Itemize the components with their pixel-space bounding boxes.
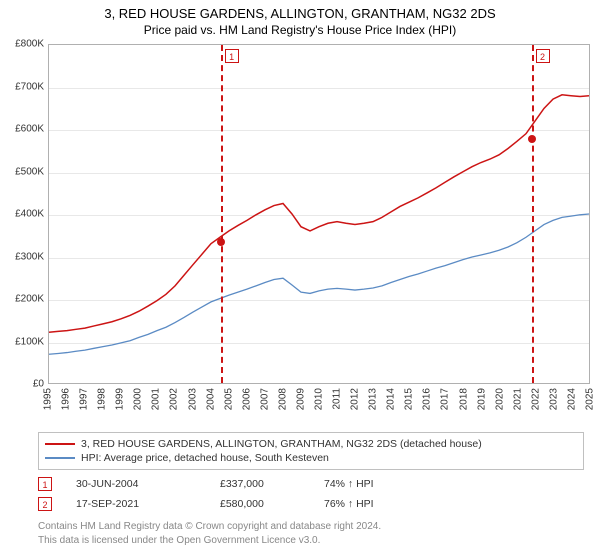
x-tick-label: 2003	[187, 388, 198, 410]
plot-area: 12	[48, 44, 590, 384]
event-price-1: £337,000	[220, 478, 300, 490]
chart-container: 3, RED HOUSE GARDENS, ALLINGTON, GRANTHA…	[0, 0, 600, 560]
x-tick-label: 2011	[332, 388, 343, 410]
x-tick-label: 1995	[43, 388, 54, 410]
event-dot-2	[528, 135, 536, 143]
x-tick-label: 2018	[458, 388, 469, 410]
line-series-svg	[49, 45, 589, 383]
x-tick-label: 2000	[133, 388, 144, 410]
series-line-hpi	[49, 214, 589, 354]
x-tick-label: 2015	[404, 388, 415, 410]
x-tick-label: 2012	[350, 388, 361, 410]
event-vline-1	[221, 45, 223, 383]
chart-area: 12 £0£100K£200K£300K£400K£500K£600K£700K…	[0, 44, 600, 420]
x-tick-label: 2013	[368, 388, 379, 410]
x-tick-label: 2005	[223, 388, 234, 410]
title-block: 3, RED HOUSE GARDENS, ALLINGTON, GRANTHA…	[0, 0, 600, 38]
x-tick-label: 2007	[259, 388, 270, 410]
x-tick-label: 2017	[440, 388, 451, 410]
legend-swatch-series2	[45, 457, 75, 459]
event-marker-badge-2: 2	[536, 49, 550, 63]
y-tick-label: £0	[0, 379, 44, 390]
event-vline-2	[532, 45, 534, 383]
event-price-2: £580,000	[220, 498, 300, 510]
event-badge-1: 1	[38, 477, 52, 491]
legend-label-series2: HPI: Average price, detached house, Sout…	[81, 452, 329, 464]
x-tick-label: 2016	[422, 388, 433, 410]
event-date-1: 30-JUN-2004	[76, 478, 196, 490]
x-tick-label: 2004	[205, 388, 216, 410]
x-tick-label: 1998	[97, 388, 108, 410]
footer-line1: Contains HM Land Registry data © Crown c…	[38, 520, 584, 534]
x-tick-label: 1997	[79, 388, 90, 410]
x-tick-label: 2014	[386, 388, 397, 410]
y-tick-label: £800K	[0, 39, 44, 50]
x-tick-label: 2019	[476, 388, 487, 410]
x-tick-label: 2021	[512, 388, 523, 410]
x-tick-label: 2020	[494, 388, 505, 410]
event-marker-badge-1: 1	[225, 49, 239, 63]
y-tick-label: £200K	[0, 294, 44, 305]
x-tick-label: 2002	[169, 388, 180, 410]
x-tick-label: 2009	[295, 388, 306, 410]
title-sub: Price paid vs. HM Land Registry's House …	[0, 23, 600, 39]
x-tick-label: 1999	[115, 388, 126, 410]
legend-row-series2: HPI: Average price, detached house, Sout…	[45, 451, 577, 465]
legend-swatch-series1	[45, 443, 75, 445]
y-tick-label: £700K	[0, 81, 44, 92]
event-date-2: 17-SEP-2021	[76, 498, 196, 510]
x-tick-label: 2008	[277, 388, 288, 410]
event-row-1: 1 30-JUN-2004 £337,000 74% ↑ HPI	[38, 474, 584, 494]
x-tick-label: 1996	[61, 388, 72, 410]
y-tick-label: £400K	[0, 209, 44, 220]
event-badge-2: 2	[38, 497, 52, 511]
title-main: 3, RED HOUSE GARDENS, ALLINGTON, GRANTHA…	[0, 6, 600, 23]
legend-label-series1: 3, RED HOUSE GARDENS, ALLINGTON, GRANTHA…	[81, 438, 482, 450]
series-line-price_paid	[49, 95, 589, 332]
legend-box: 3, RED HOUSE GARDENS, ALLINGTON, GRANTHA…	[38, 432, 584, 470]
x-tick-label: 2006	[241, 388, 252, 410]
x-tick-label: 2010	[314, 388, 325, 410]
event-dot-1	[217, 238, 225, 246]
x-tick-label: 2001	[151, 388, 162, 410]
x-tick-label: 2023	[548, 388, 559, 410]
y-tick-label: £100K	[0, 336, 44, 347]
y-tick-label: £300K	[0, 251, 44, 262]
x-tick-label: 2025	[585, 388, 596, 410]
event-pct-2: 76% ↑ HPI	[324, 498, 424, 510]
footer-attribution: Contains HM Land Registry data © Crown c…	[38, 520, 584, 547]
y-tick-label: £500K	[0, 166, 44, 177]
event-pct-1: 74% ↑ HPI	[324, 478, 424, 490]
y-tick-label: £600K	[0, 124, 44, 135]
event-row-2: 2 17-SEP-2021 £580,000 76% ↑ HPI	[38, 494, 584, 514]
events-table: 1 30-JUN-2004 £337,000 74% ↑ HPI 2 17-SE…	[38, 474, 584, 514]
x-tick-label: 2024	[566, 388, 577, 410]
footer-line2: This data is licensed under the Open Gov…	[38, 534, 584, 548]
x-tick-label: 2022	[530, 388, 541, 410]
legend-row-series1: 3, RED HOUSE GARDENS, ALLINGTON, GRANTHA…	[45, 437, 577, 451]
